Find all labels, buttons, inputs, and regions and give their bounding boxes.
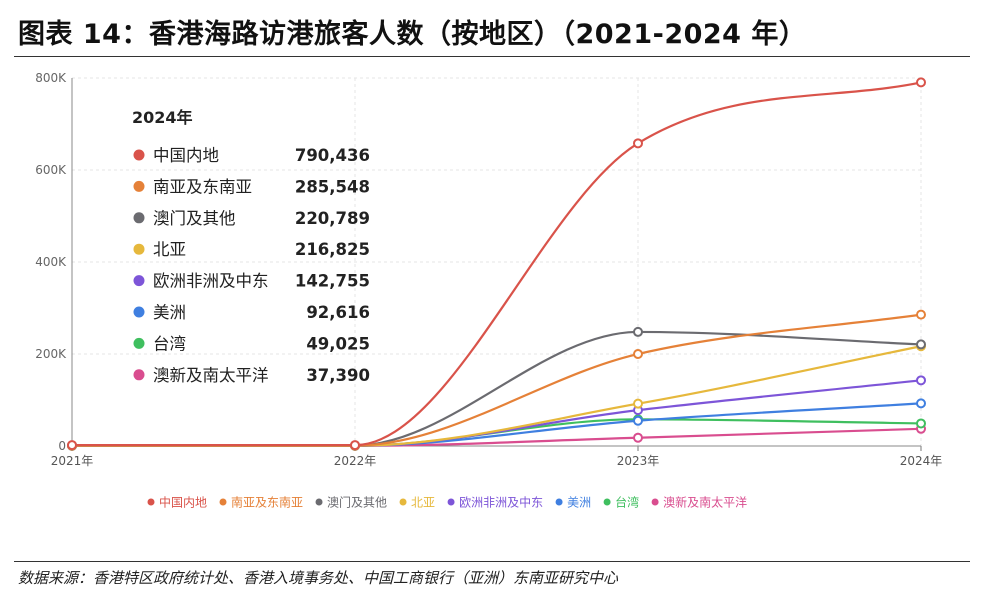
tooltip-series-name: 欧洲非洲及中东 (153, 272, 269, 291)
data-point[interactable] (633, 432, 643, 443)
x-axis: 2021年 2022年 2023年 2024年 (51, 445, 943, 468)
legend-item-3[interactable]: 北亚 (399, 496, 436, 510)
tooltip-swatch (133, 275, 145, 287)
y-tick-label: 0 (58, 439, 66, 453)
grid-lines (71, 77, 922, 447)
legend-swatch (147, 498, 155, 506)
tooltip-value: 49,025 (306, 334, 370, 353)
legend-label: 台湾 (615, 495, 639, 510)
series-line-2 (71, 330, 922, 447)
series-line-3 (72, 345, 922, 447)
tooltip-value: 142,755 (295, 272, 370, 291)
y-tick-label: 600K (35, 163, 67, 177)
data-point[interactable] (916, 398, 926, 409)
legend-item-6[interactable]: 台湾 (603, 495, 640, 510)
y-tick-label: 800K (35, 71, 67, 85)
title-divider (14, 56, 970, 57)
tooltip-swatch (133, 243, 145, 255)
legend-item-1[interactable]: 南亚及东南亚 (219, 495, 304, 510)
tooltip-series-name: 台湾 (153, 334, 186, 353)
legend-item-5[interactable]: 美洲 (555, 496, 592, 510)
tooltip-series-name: 中国内地 (153, 146, 219, 165)
legend-swatch (315, 498, 323, 506)
data-point[interactable] (350, 440, 360, 451)
legend-swatch (219, 498, 227, 506)
tooltip-value: 285,548 (295, 177, 370, 196)
tooltip-series-name: 北亚 (153, 240, 186, 259)
tooltip-swatch (133, 212, 145, 224)
tooltip-series-name: 美洲 (153, 303, 186, 322)
legend-swatch (555, 498, 563, 506)
data-point[interactable] (633, 349, 643, 359)
data-point[interactable] (633, 138, 643, 149)
tooltip-title: 2024年 (132, 108, 193, 127)
data-point[interactable] (916, 339, 926, 350)
x-tick-label: 2024年 (900, 454, 943, 468)
legend-label: 南亚及东南亚 (231, 495, 303, 510)
tooltip-value: 216,825 (295, 240, 370, 259)
source-note: 数据来源：香港特区政府统计处、香港入境事务处、中国工商银行（亚洲）东南亚研究中心 (18, 569, 619, 587)
y-axis: 0 200K 400K 600K 800K (35, 71, 73, 453)
legend-label: 中国内地 (159, 495, 207, 510)
x-tick-label: 2022年 (334, 454, 377, 468)
data-point[interactable] (67, 440, 77, 451)
legend-label: 欧洲非洲及中东 (459, 495, 543, 510)
series-lines (71, 81, 922, 447)
data-point[interactable] (633, 326, 643, 337)
y-tick-label: 400K (35, 255, 67, 269)
legend-label: 澳门及其他 (327, 495, 387, 510)
tooltip-swatch (133, 149, 145, 161)
legend-swatch (399, 498, 407, 506)
data-point[interactable] (633, 415, 643, 426)
data-point[interactable] (916, 77, 926, 88)
legend-swatch (603, 498, 611, 506)
legend-item-7[interactable]: 澳新及南太平洋 (651, 495, 748, 510)
legend-swatch (651, 498, 659, 506)
x-tick-label: 2023年 (617, 454, 660, 468)
data-point[interactable] (916, 309, 926, 320)
tooltip-value: 92,616 (306, 303, 370, 322)
tooltip-value: 790,436 (295, 146, 370, 165)
legend-label: 北亚 (411, 496, 435, 510)
legend-item-4[interactable]: 欧洲非洲及中东 (447, 495, 544, 510)
x-tick-label: 2021年 (51, 454, 94, 468)
series-line-0 (72, 81, 922, 447)
tooltip-swatch (133, 337, 145, 349)
tooltip-series-name: 澳新及南太平洋 (153, 366, 269, 385)
tooltip-swatch (133, 306, 145, 318)
data-point[interactable] (916, 418, 926, 429)
legend-item-2[interactable]: 澳门及其他 (315, 495, 388, 510)
legend-item-0[interactable]: 中国内地 (147, 495, 208, 510)
data-point[interactable] (916, 375, 926, 386)
tooltip-series-name: 南亚及东南亚 (153, 177, 252, 196)
series-line-5 (72, 402, 922, 447)
legend-label: 美洲 (567, 496, 591, 510)
legend-swatch (447, 498, 455, 506)
tooltip-series-name: 澳门及其他 (153, 209, 236, 228)
tooltip-value: 37,390 (306, 366, 370, 385)
tooltip-value: 220,789 (295, 209, 370, 228)
tooltip-swatch (133, 180, 145, 192)
data-point[interactable] (633, 398, 643, 409)
series-points (67, 77, 926, 451)
legend: 中国内地 南亚及东南亚 澳门及其他 北亚 欧洲非洲及中东 美洲 台湾 澳新及南太平洋 (147, 495, 748, 510)
y-tick-label: 200K (35, 347, 67, 361)
page-title: 图表 14：香港海路访港旅客人数（按地区）（2021-2024 年） (18, 19, 807, 50)
legend-label: 澳新及南太平洋 (663, 495, 747, 510)
tooltip-swatch (133, 369, 145, 381)
source-divider (14, 561, 970, 562)
